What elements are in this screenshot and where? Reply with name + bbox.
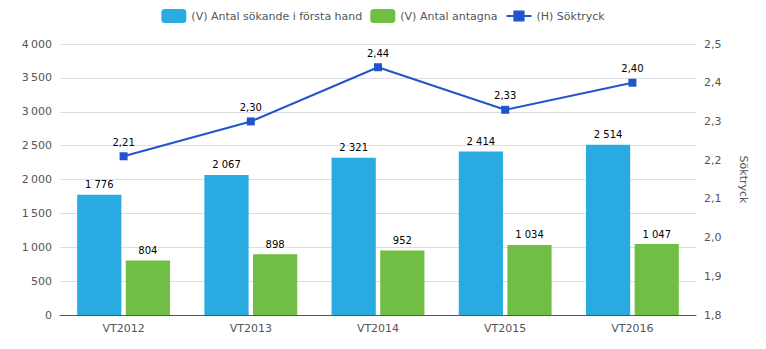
svg-text:2 500: 2 500 (22, 139, 52, 152)
svg-text:2,4: 2,4 (704, 76, 722, 89)
svg-text:VT2013: VT2013 (230, 322, 272, 335)
svg-text:(V) Antal sökande i första han: (V) Antal sökande i första hand (191, 10, 362, 23)
svg-text:2,21: 2,21 (112, 137, 134, 148)
svg-text:2 067: 2 067 (212, 159, 241, 170)
svg-text:2,0: 2,0 (704, 231, 722, 244)
svg-text:2,3: 2,3 (704, 115, 722, 128)
svg-text:1 500: 1 500 (22, 207, 52, 220)
svg-text:500: 500 (31, 275, 52, 288)
svg-text:4 000: 4 000 (22, 38, 52, 51)
svg-text:2 414: 2 414 (467, 136, 496, 147)
svg-text:3 000: 3 000 (22, 105, 52, 118)
svg-text:VT2014: VT2014 (357, 322, 399, 335)
svg-text:1 000: 1 000 (22, 241, 52, 254)
svg-text:2,33: 2,33 (494, 90, 516, 101)
svg-text:1 034: 1 034 (515, 229, 544, 240)
svg-text:2 514: 2 514 (594, 129, 623, 140)
svg-text:898: 898 (266, 239, 285, 250)
svg-text:2,1: 2,1 (704, 192, 722, 205)
svg-text:2 321: 2 321 (339, 142, 368, 153)
svg-text:2,5: 2,5 (704, 38, 722, 51)
svg-text:Söktryck: Söktryck (737, 156, 750, 204)
svg-text:2,40: 2,40 (621, 63, 643, 74)
svg-text:(V) Antal antagna: (V) Antal antagna (400, 10, 497, 23)
svg-text:(H) Söktryck: (H) Söktryck (536, 10, 605, 23)
svg-text:0: 0 (45, 309, 52, 322)
svg-text:2,30: 2,30 (240, 102, 262, 113)
svg-text:1,8: 1,8 (704, 309, 722, 322)
svg-text:1 776: 1 776 (85, 179, 114, 190)
svg-text:2 000: 2 000 (22, 173, 52, 186)
svg-text:1,9: 1,9 (704, 270, 722, 283)
svg-text:VT2015: VT2015 (484, 322, 526, 335)
svg-text:2,2: 2,2 (704, 154, 722, 167)
svg-text:VT2016: VT2016 (611, 322, 653, 335)
svg-text:VT2012: VT2012 (102, 322, 144, 335)
svg-text:952: 952 (393, 235, 412, 246)
svg-text:804: 804 (138, 245, 157, 256)
svg-text:3 500: 3 500 (22, 71, 52, 84)
svg-text:2,44: 2,44 (367, 48, 389, 59)
svg-text:1 047: 1 047 (642, 229, 671, 240)
